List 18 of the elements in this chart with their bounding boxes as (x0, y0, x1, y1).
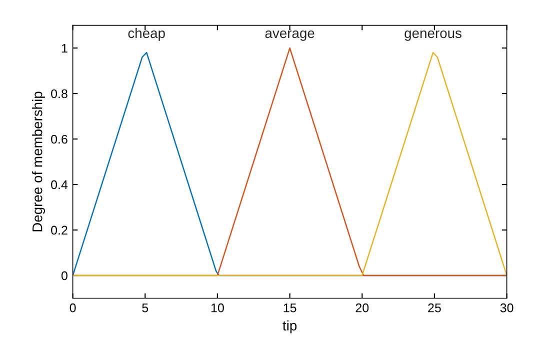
x-tick-label: 30 (500, 303, 514, 312)
series-label: cheap (128, 28, 165, 41)
x-tick-label: 25 (428, 303, 441, 312)
y-tick-label: 0.6 (51, 134, 68, 144)
x-tick-label: 10 (211, 303, 224, 312)
x-tick-label: 5 (142, 304, 148, 312)
y-tick-label: 1 (62, 44, 68, 53)
y-tick-label: 0 (61, 271, 68, 280)
x-tick-label: 20 (356, 303, 369, 312)
y-tick-label: 0.4 (51, 180, 68, 190)
x-tick-label: 0 (70, 303, 76, 312)
series-label: generous (404, 30, 462, 41)
x-axis-title: tip (282, 320, 297, 334)
y-tick-label: 0.8 (51, 89, 68, 98)
series-label: average (265, 30, 314, 41)
y-axis-title: Degree of membership (32, 92, 46, 232)
x-tick-label: 15 (284, 304, 296, 312)
y-tick-label: 0.2 (51, 226, 68, 235)
